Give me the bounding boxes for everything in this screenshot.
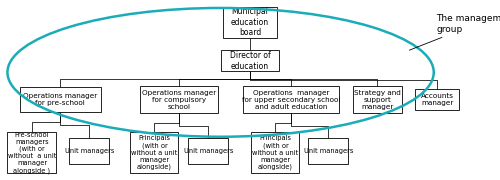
Bar bbox=[252, 132, 300, 173]
Text: Principals
(with or
without a unit
manager
alongside): Principals (with or without a unit manag… bbox=[132, 135, 178, 170]
Bar bbox=[353, 86, 402, 113]
Bar bbox=[220, 50, 280, 71]
Text: Unit managers: Unit managers bbox=[304, 148, 353, 154]
Bar bbox=[20, 87, 101, 112]
Bar bbox=[130, 132, 178, 173]
Text: Director of
education: Director of education bbox=[230, 51, 270, 71]
Text: Operations  manager
for upper secondary school
and adult education: Operations manager for upper secondary s… bbox=[242, 90, 340, 110]
Bar bbox=[415, 89, 459, 110]
Text: Operations manager
for compulsory
school: Operations manager for compulsory school bbox=[142, 90, 216, 110]
Bar bbox=[8, 132, 56, 173]
Text: Principals
(with or
without a unit
manager
alongside): Principals (with or without a unit manag… bbox=[252, 135, 298, 170]
Text: Unit managers: Unit managers bbox=[64, 148, 114, 154]
Text: Strategy and
support
manager: Strategy and support manager bbox=[354, 90, 401, 110]
Bar bbox=[223, 7, 277, 37]
Text: The management
group: The management group bbox=[410, 14, 500, 50]
Text: Municipal
education
board: Municipal education board bbox=[231, 7, 269, 37]
Bar bbox=[140, 86, 218, 113]
Bar bbox=[188, 138, 228, 164]
Text: Unit managers: Unit managers bbox=[184, 148, 233, 154]
Bar bbox=[308, 138, 348, 164]
Bar bbox=[69, 138, 110, 164]
Text: Pre-school
managers
(with or
without  a unit
manager
alongside ): Pre-school managers (with or without a u… bbox=[8, 132, 56, 174]
Text: Accounts
manager: Accounts manager bbox=[420, 93, 454, 106]
Text: Operations manager
for pre-school: Operations manager for pre-school bbox=[23, 93, 98, 106]
Bar bbox=[244, 86, 339, 113]
